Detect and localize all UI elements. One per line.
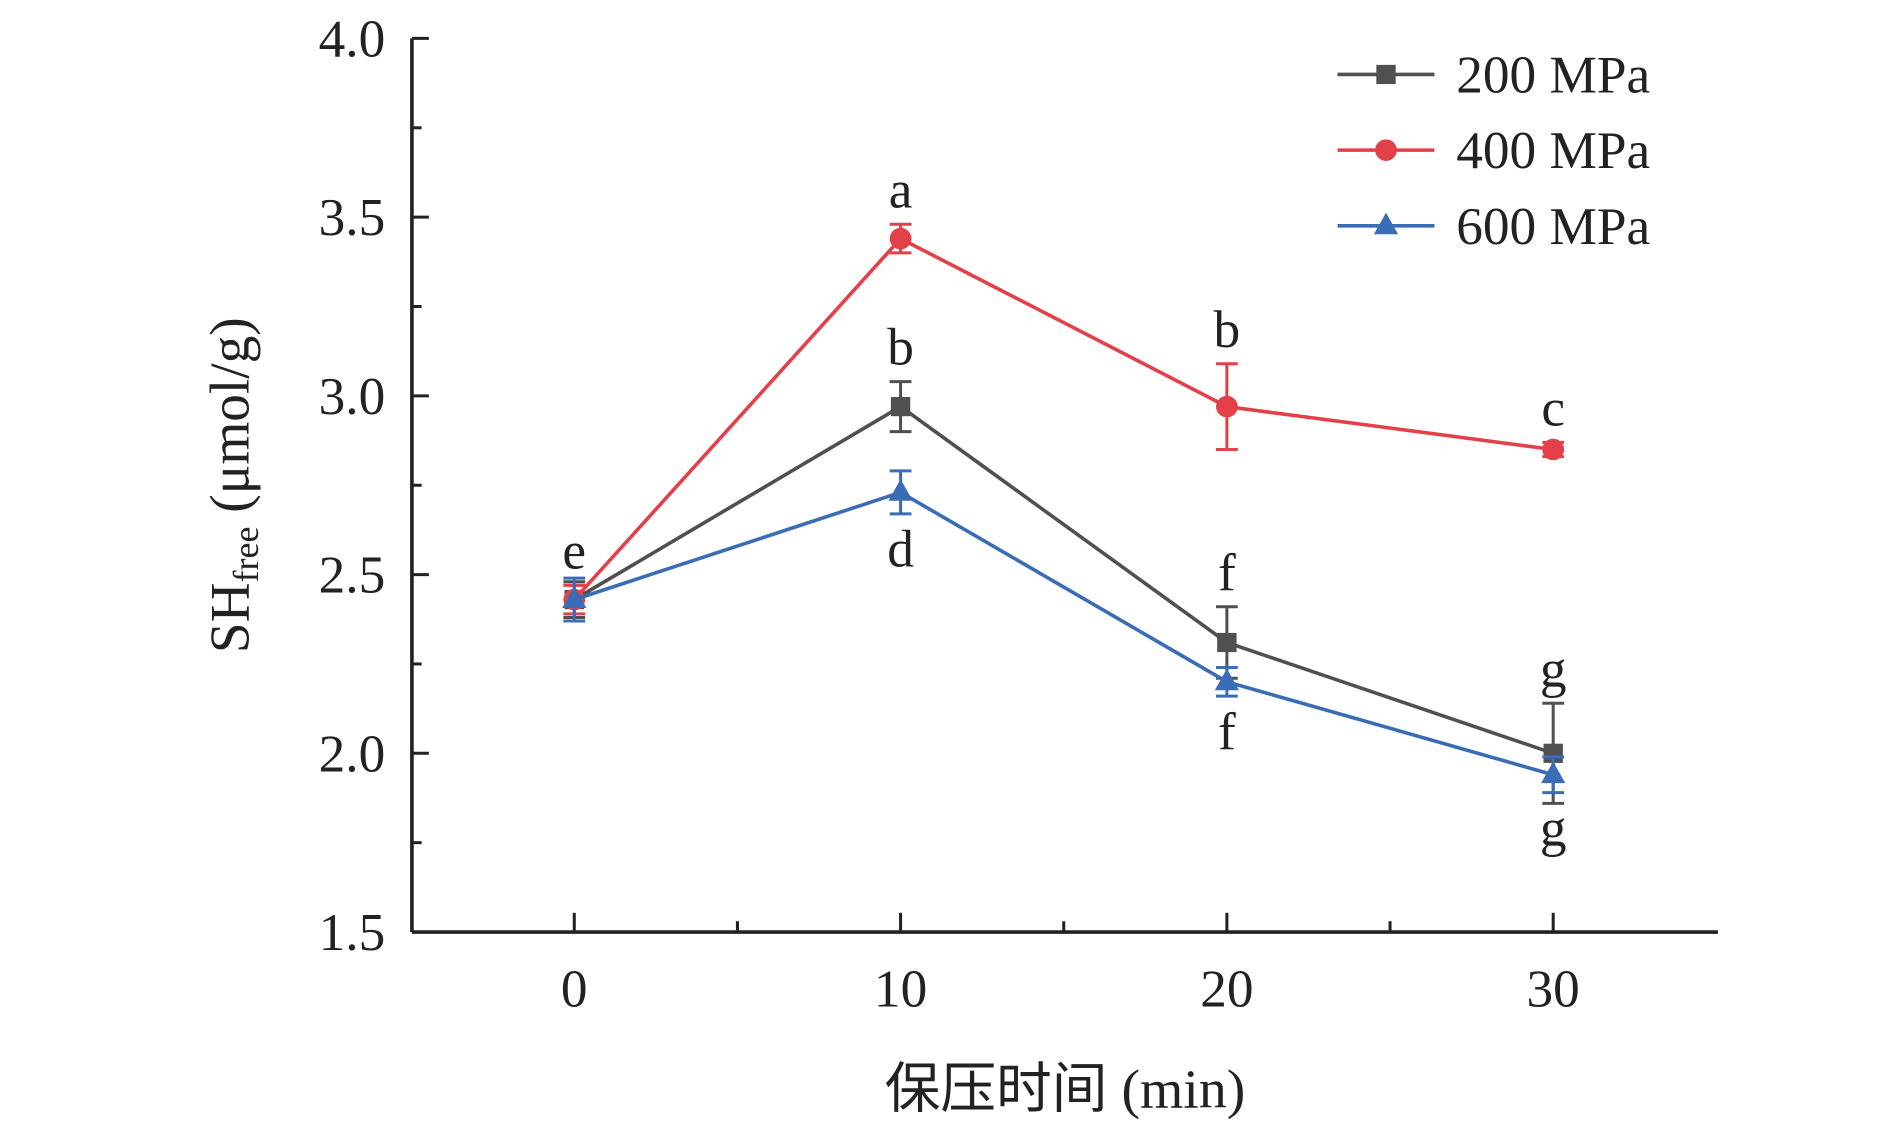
- y-tick-label: 1.5: [319, 904, 386, 962]
- circle-marker: [1375, 139, 1397, 161]
- legend-label: 400 MPa: [1456, 122, 1650, 180]
- x-tick-label: 30: [1527, 961, 1580, 1019]
- legend-label: 200 MPa: [1456, 47, 1650, 105]
- circle-marker: [1215, 395, 1238, 418]
- significance-letter: c: [1541, 380, 1565, 438]
- significance-letter: a: [889, 162, 913, 220]
- y-axis-title-sub: free: [226, 527, 266, 583]
- significance-letter: f: [1218, 544, 1236, 602]
- series-line: [573, 490, 1554, 777]
- y-axis-title-unit: (μmol/g): [200, 317, 261, 526]
- series-line: [572, 236, 1554, 601]
- x-tick-label: 10: [874, 961, 927, 1019]
- square-marker: [1376, 64, 1396, 85]
- legend: 200 MPa 400 MPa 600 MPa: [1337, 47, 1650, 256]
- y-tick-label: 2.5: [319, 547, 386, 605]
- significance-letter: e: [562, 523, 586, 581]
- significance-letter: f: [1218, 703, 1236, 761]
- x-tick-label: 0: [561, 961, 588, 1019]
- triangle-marker: [888, 479, 913, 501]
- circle-marker: [1542, 438, 1565, 461]
- legend-label: 600 MPa: [1456, 198, 1650, 256]
- significance-letter: d: [887, 521, 914, 579]
- axes: 1.5 2.0 2.5 3.0 3.5 4.0 0 10 20 30: [319, 11, 1718, 1019]
- y-tick-label: 3.0: [319, 368, 386, 426]
- significance-letter: b: [1214, 301, 1241, 359]
- triangle-marker: [562, 586, 587, 609]
- y-tick-label: 3.5: [319, 189, 386, 247]
- triangle-marker: [1373, 212, 1399, 235]
- series-layer: b f g e a b c d f g: [562, 162, 1567, 858]
- triangle-marker: [1214, 668, 1239, 691]
- series-200-mpa: b f g: [563, 319, 1567, 805]
- significance-letter: g: [1540, 641, 1567, 699]
- series-line: [573, 404, 1554, 756]
- square-marker: [890, 396, 911, 417]
- significance-letter: b: [887, 319, 914, 377]
- y-tick-label: 4.0: [319, 11, 386, 69]
- x-tick-label: 20: [1200, 961, 1253, 1019]
- x-axis-title: 保压时间 (min): [885, 1060, 1246, 1121]
- y-axis-title: SHfree (μmol/g): [200, 317, 266, 653]
- y-tick-label: 2.0: [319, 726, 386, 784]
- legend-item: 400 MPa: [1337, 122, 1650, 180]
- y-axis-title-main: SH: [200, 582, 261, 653]
- legend-item: 200 MPa: [1337, 47, 1650, 105]
- series-400-mpa: e a b c: [562, 162, 1565, 616]
- square-marker: [1217, 632, 1237, 653]
- series-600-mpa: d f g: [562, 469, 1567, 858]
- circle-marker: [889, 227, 912, 250]
- triangle-marker: [1541, 761, 1566, 784]
- significance-letter: g: [1540, 800, 1567, 858]
- legend-item: 600 MPa: [1337, 198, 1650, 256]
